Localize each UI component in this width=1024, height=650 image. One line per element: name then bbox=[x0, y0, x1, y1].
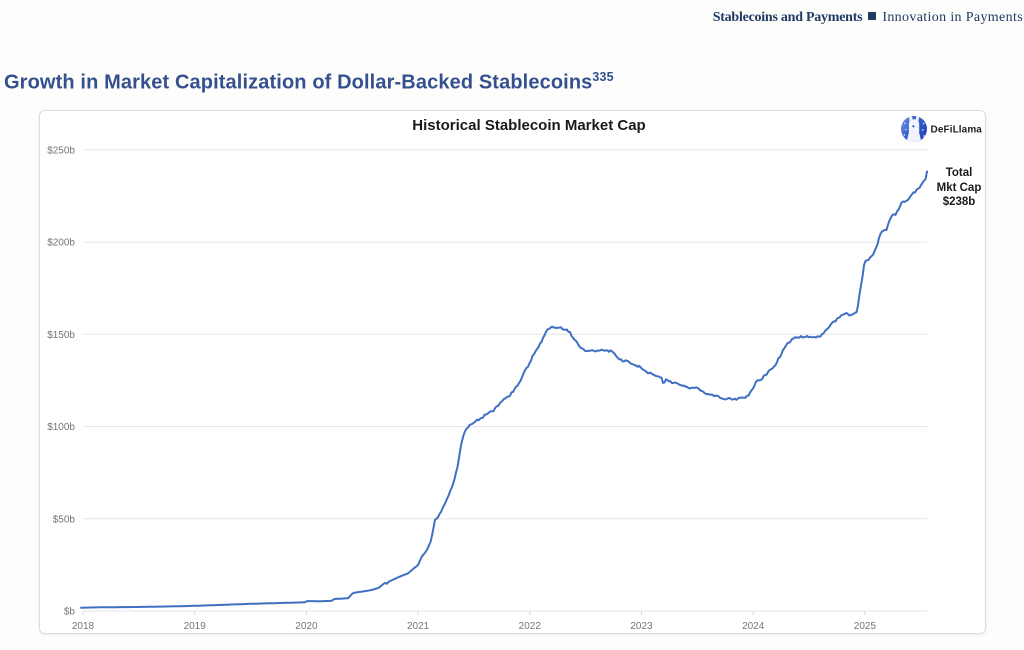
svg-text:2020: 2020 bbox=[295, 621, 318, 632]
svg-text:$250b: $250b bbox=[47, 145, 75, 156]
svg-text:2019: 2019 bbox=[184, 621, 207, 632]
svg-text:$238b: $238b bbox=[943, 196, 976, 208]
svg-text:Total: Total bbox=[946, 167, 973, 179]
svg-text:$100b: $100b bbox=[47, 422, 75, 433]
svg-text:DeFiLlama: DeFiLlama bbox=[931, 124, 983, 135]
svg-text:Mkt Cap: Mkt Cap bbox=[937, 182, 982, 194]
svg-text:$50b: $50b bbox=[53, 514, 76, 525]
svg-text:$200b: $200b bbox=[47, 238, 75, 249]
svg-text:$b: $b bbox=[64, 607, 76, 618]
svg-text:2021: 2021 bbox=[407, 621, 430, 632]
svg-text:2024: 2024 bbox=[742, 621, 765, 632]
svg-text:Historical Stablecoin Market C: Historical Stablecoin Market Cap bbox=[412, 117, 645, 134]
svg-text:$150b: $150b bbox=[47, 330, 75, 341]
svg-text:2022: 2022 bbox=[519, 621, 542, 632]
svg-text:2025: 2025 bbox=[854, 621, 877, 632]
svg-text:2023: 2023 bbox=[630, 621, 653, 632]
svg-text:2018: 2018 bbox=[72, 621, 95, 632]
